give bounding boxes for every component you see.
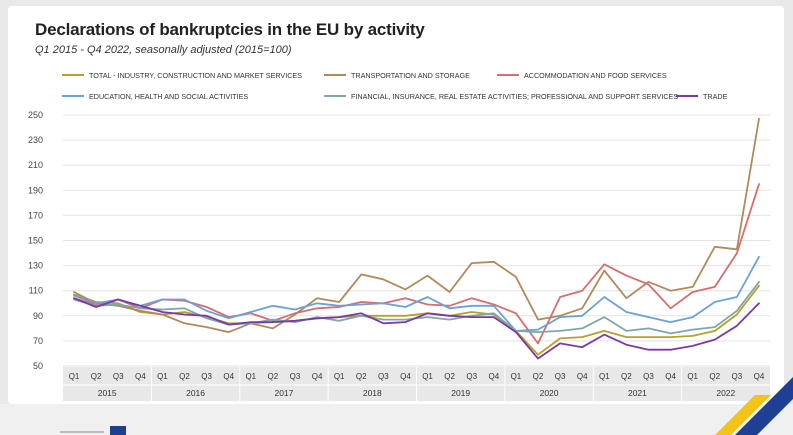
legend-label: EDUCATION, HEALTH AND SOCIAL ACTIVITIES: [89, 92, 248, 101]
yellow-stripe: [715, 395, 771, 435]
x-tick-quarter-label: Q4: [223, 372, 234, 381]
x-axis: Q1 Q2 Q3 Q4 Q1 Q2 Q3 Q4 Q1 Q2 Q3 Q4 Q1 Q2 Q3 Q4 Q1 Q2 Q3 Q4…: [63, 367, 770, 401]
y-tick-label: 110: [29, 286, 43, 296]
x-tick-year-label: 2020: [540, 388, 559, 398]
eurostat-logo-icon: [110, 426, 126, 435]
x-tick-year-label: 2017: [274, 388, 293, 398]
x-tick-quarter-label: Q3: [201, 372, 212, 381]
y-tick-label: 230: [28, 135, 43, 145]
chart-title: Declarations of bankruptcies in the EU b…: [35, 20, 425, 39]
x-tick-quarter-label: Q1: [687, 372, 698, 381]
x-tick-quarter-label: Q2: [356, 372, 367, 381]
x-tick-quarter-label: Q3: [643, 372, 654, 381]
y-tick-label: 250: [28, 110, 43, 120]
x-tick-quarter-label: Q3: [466, 372, 477, 381]
x-tick-quarter-label: Q3: [378, 372, 389, 381]
x-tick-quarter-label: Q4: [400, 372, 411, 381]
x-tick-quarter-label: Q2: [268, 372, 279, 381]
series-line-4: [73, 255, 760, 332]
x-tick-quarter-label: Q1: [157, 372, 168, 381]
y-tick-label: 50: [33, 361, 43, 371]
footer-divider: [60, 431, 104, 433]
x-tick-quarter-label: Q4: [577, 372, 588, 381]
x-tick-quarter-label: Q3: [290, 372, 301, 381]
x-tick-quarter-label: Q2: [533, 372, 544, 381]
y-tick-label: 210: [28, 160, 43, 170]
chart-subtitle: Q1 2015 - Q4 2022, seasonally adjusted (…: [35, 44, 292, 56]
legend-label: TOTAL - INDUSTRY, CONSTRUCTION AND MARKE…: [89, 71, 302, 80]
x-tick-year-label: 2022: [716, 388, 735, 398]
series-line-6: [73, 297, 760, 360]
gridlines: [63, 114, 770, 367]
y-tick-label: 70: [33, 336, 43, 346]
x-tick-quarter-label: Q4: [488, 372, 499, 381]
legend-label: FINANCIAL, INSURANCE, REAL ESTATE ACTIVI…: [351, 92, 678, 101]
x-tick-quarter-label: Q1: [334, 372, 345, 381]
plot-area: [73, 117, 760, 360]
x-tick-year-label: 2016: [186, 388, 205, 398]
x-tick-year-label: 2021: [628, 388, 647, 398]
x-tick-quarter-label: Q1: [69, 372, 80, 381]
x-tick-quarter-label: Q2: [444, 372, 455, 381]
x-tick-quarter-label: Q3: [555, 372, 566, 381]
y-tick-label: 170: [28, 210, 43, 220]
x-tick-quarter-label: Q3: [732, 372, 743, 381]
x-tick-quarter-label: Q2: [91, 372, 102, 381]
x-tick-year-label: 2019: [451, 388, 470, 398]
legend-label: ACCOMMODATION AND FOOD SERVICES: [524, 71, 667, 80]
x-tick-quarter-label: Q1: [599, 372, 610, 381]
x-tick-year-label: 2015: [98, 388, 117, 398]
x-tick-quarter-label: Q2: [179, 372, 190, 381]
x-tick-quarter-label: Q4: [135, 372, 146, 381]
y-tick-label: 150: [28, 236, 43, 246]
x-tick-quarter-label: Q1: [422, 372, 433, 381]
x-tick-quarter-label: Q2: [621, 372, 632, 381]
y-tick-label: 90: [33, 311, 43, 321]
x-tick-quarter-label: Q2: [709, 372, 720, 381]
legend-label: TRANSPORTATION AND STORAGE: [351, 71, 470, 80]
x-tick-quarter-label: Q3: [113, 372, 124, 381]
x-tick-quarter-label: Q4: [754, 372, 765, 381]
series-line-2: [73, 117, 760, 334]
x-tick-quarter-label: Q4: [665, 372, 676, 381]
x-tick-year-label: 2018: [363, 388, 382, 398]
y-axis: 50 70 90 110 130 150 170 190 210 230 250: [28, 110, 43, 371]
y-tick-label: 130: [28, 261, 43, 271]
x-tick-quarter-label: Q1: [511, 372, 522, 381]
y-tick-label: 190: [28, 185, 43, 195]
legend: TOTAL - INDUSTRY, CONSTRUCTION AND MARKE…: [62, 71, 728, 101]
x-tick-quarter-label: Q1: [245, 372, 256, 381]
legend-label: TRADE: [703, 92, 728, 101]
series-line-1: [73, 284, 760, 356]
x-tick-quarter-label: Q4: [312, 372, 323, 381]
footer-bar: [0, 404, 793, 435]
blue-stripe: [735, 377, 793, 435]
